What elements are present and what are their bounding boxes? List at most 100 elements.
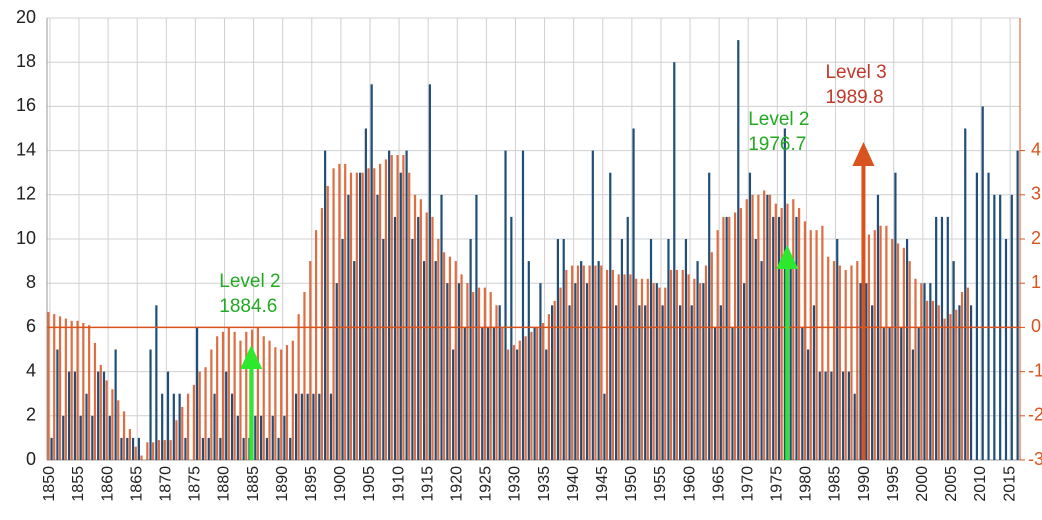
bar [673, 62, 676, 460]
bar [99, 364, 102, 460]
bar [283, 415, 286, 460]
x-tick-label: 1915 [419, 466, 436, 502]
bar [850, 265, 853, 460]
bar [638, 305, 641, 460]
y-tick-label: 18 [16, 51, 36, 71]
bar [681, 269, 684, 460]
bar [966, 287, 969, 460]
bar [623, 274, 626, 460]
bar [533, 327, 536, 460]
bar [754, 239, 757, 460]
bar [536, 327, 539, 460]
bar [585, 283, 589, 460]
bar [818, 371, 821, 460]
y-tick-label: 14 [16, 139, 36, 159]
bar [338, 163, 341, 461]
bar [661, 305, 664, 460]
bar [324, 150, 327, 460]
bar [530, 331, 533, 460]
bar [917, 327, 920, 460]
x-tick-label: 2010 [972, 466, 989, 502]
bar [408, 172, 411, 460]
bar [838, 265, 841, 460]
bar [411, 239, 414, 460]
bar [213, 393, 216, 460]
x-tick-label: 1900 [332, 466, 349, 502]
bar [853, 393, 856, 460]
bar [341, 239, 344, 460]
bar [446, 283, 449, 460]
bar [114, 349, 117, 460]
x-tick-label: 1985 [827, 466, 844, 502]
bar [93, 342, 97, 460]
bar [417, 216, 420, 460]
bar [254, 415, 257, 460]
bar [605, 269, 609, 460]
bar [745, 199, 748, 460]
bar [448, 256, 452, 460]
bar [289, 437, 292, 460]
bar [73, 371, 76, 460]
bar [914, 278, 917, 460]
bar [384, 159, 388, 460]
bar [733, 212, 737, 460]
bar [600, 265, 603, 460]
bar [559, 287, 562, 460]
x-tick-label: 1980 [798, 466, 815, 502]
y-tick-label: 20 [16, 7, 36, 27]
bar [556, 239, 559, 460]
bar [388, 150, 391, 460]
bar [329, 393, 333, 460]
bar [463, 327, 466, 460]
y2-tick-label: -3 [1028, 449, 1042, 469]
x-tick-label: 1965 [710, 466, 727, 502]
bar [131, 437, 135, 460]
bar [486, 327, 490, 460]
bar [460, 274, 463, 460]
x-tick-label: 1855 [70, 466, 87, 502]
bar [580, 261, 583, 460]
annotation-arrowhead [776, 245, 799, 269]
bar [946, 216, 949, 460]
bar [166, 371, 170, 460]
bar [649, 239, 653, 460]
bar [731, 327, 734, 460]
bar [541, 322, 545, 460]
x-tick-label: 1905 [361, 466, 378, 502]
x-tick-label: 1870 [158, 466, 175, 502]
bar [704, 265, 708, 460]
y-tick-label: 0 [26, 449, 36, 469]
bar [958, 305, 961, 460]
bar [419, 199, 422, 460]
bar [891, 239, 894, 460]
y2-tick-label: -1 [1028, 360, 1042, 380]
bar [667, 239, 670, 460]
bar [929, 283, 932, 460]
bar [582, 265, 585, 460]
bar [911, 349, 914, 460]
y2-tick-label: 3 [1031, 184, 1041, 204]
bar [219, 437, 222, 460]
bar [358, 172, 362, 460]
bar [111, 389, 114, 460]
bar [469, 239, 472, 460]
bar [192, 384, 195, 460]
y-tick-label: 2 [26, 405, 36, 425]
bar [245, 331, 248, 460]
bar [452, 349, 455, 460]
bar [79, 415, 82, 460]
bar [658, 287, 661, 460]
bar [405, 150, 408, 460]
bar [960, 292, 964, 460]
bar [507, 349, 510, 460]
bar [675, 269, 679, 460]
bar [443, 252, 446, 460]
bar [489, 292, 492, 460]
bar [955, 309, 958, 460]
y-tick-label: 4 [26, 360, 36, 380]
x-tick-label: 1860 [99, 466, 116, 502]
bar [748, 172, 752, 460]
bar [812, 305, 816, 460]
bar [300, 393, 303, 460]
bar [655, 283, 658, 460]
